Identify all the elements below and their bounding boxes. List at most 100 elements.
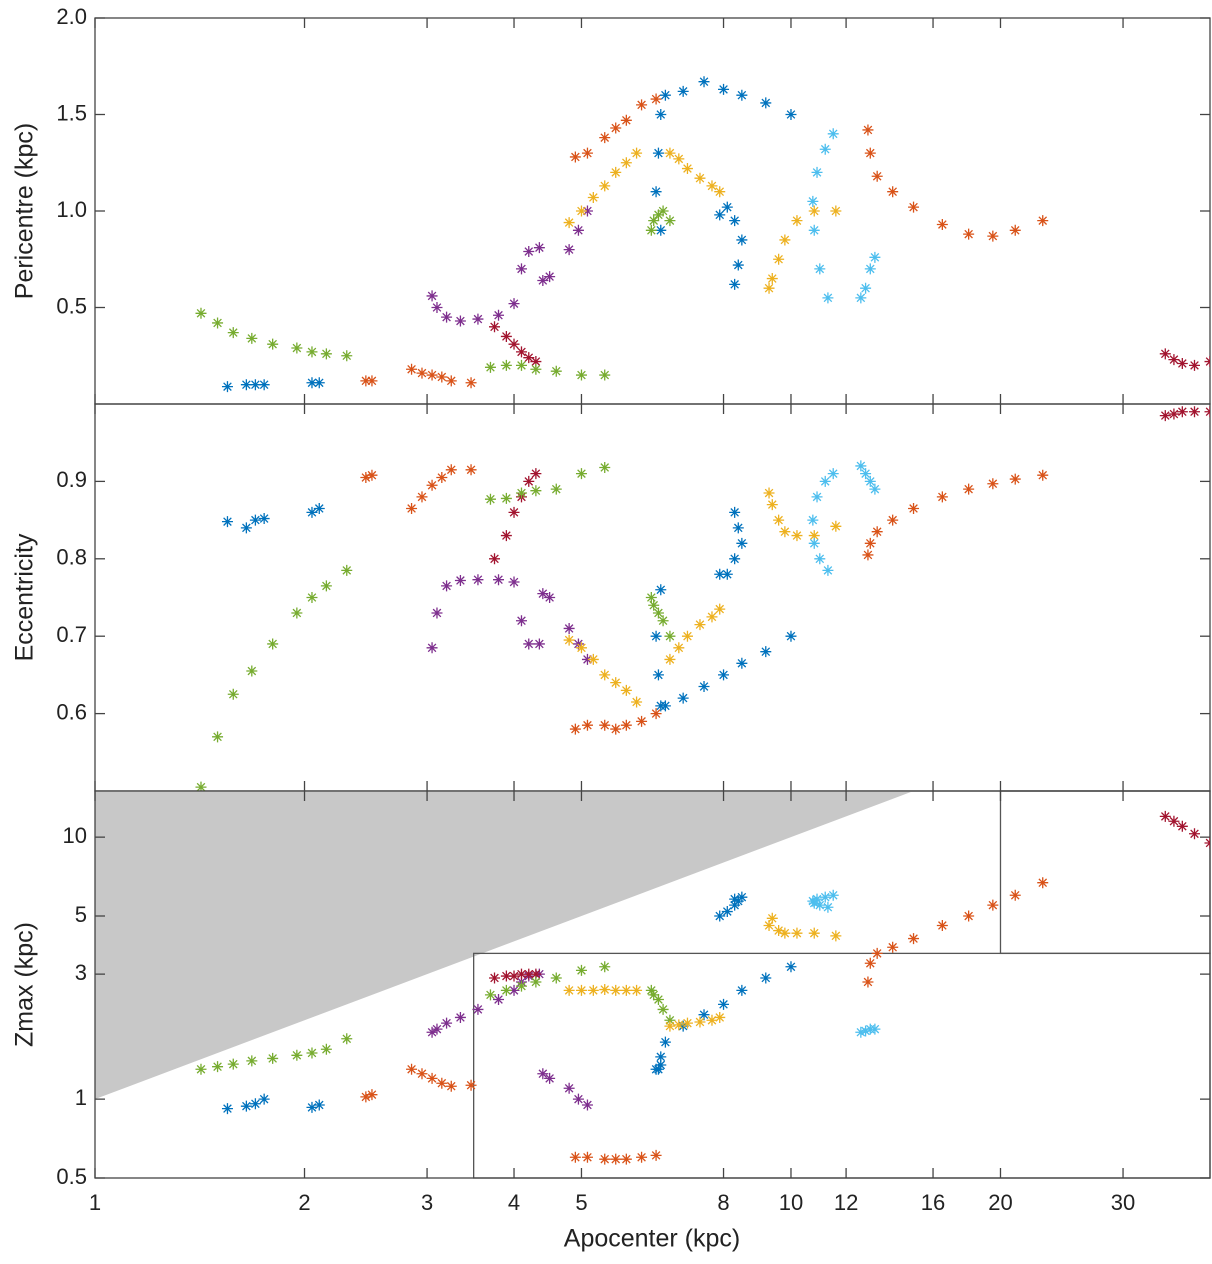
marker	[655, 225, 666, 236]
marker	[828, 128, 839, 139]
marker	[651, 186, 662, 197]
marker	[865, 476, 876, 487]
marker	[865, 538, 876, 549]
marker	[570, 1152, 581, 1163]
marker	[706, 1015, 717, 1026]
marker	[646, 225, 657, 236]
marker	[489, 321, 500, 332]
marker	[1160, 348, 1171, 359]
marker	[416, 491, 427, 502]
marker	[564, 244, 575, 255]
marker	[987, 900, 998, 911]
y-tick-label: 1.0	[56, 197, 87, 222]
y-tick-label: 1	[75, 1085, 87, 1110]
marker	[706, 611, 717, 622]
y-tick-label: 0.9	[56, 467, 87, 492]
marker	[427, 1073, 438, 1084]
x-tick-label: 2	[298, 1190, 310, 1215]
marker	[636, 1152, 647, 1163]
y-tick-label: 2.0	[56, 4, 87, 29]
marker	[636, 716, 647, 727]
marker	[718, 669, 729, 680]
marker	[523, 638, 534, 649]
marker	[699, 76, 710, 87]
marker	[485, 362, 496, 373]
marker	[631, 696, 642, 707]
marker	[291, 607, 302, 618]
marker	[610, 167, 621, 178]
marker	[212, 1061, 223, 1072]
marker	[551, 366, 562, 377]
marker	[869, 484, 880, 495]
marker	[599, 961, 610, 972]
marker	[767, 273, 778, 284]
marker	[872, 171, 883, 182]
marker	[341, 565, 352, 576]
marker	[291, 1050, 302, 1061]
marker	[509, 507, 520, 518]
marker	[446, 464, 457, 475]
marker	[306, 1047, 317, 1058]
marker	[694, 173, 705, 184]
marker	[610, 724, 621, 735]
marker	[673, 1019, 684, 1030]
marker	[791, 928, 802, 939]
marker	[1160, 410, 1171, 421]
marker	[773, 254, 784, 265]
marker	[588, 192, 599, 203]
marker	[509, 298, 520, 309]
marker	[1189, 406, 1200, 417]
marker	[416, 1068, 427, 1079]
y-tick-label: 0.5	[56, 1164, 87, 1189]
marker	[427, 290, 438, 301]
marker	[779, 928, 790, 939]
marker	[655, 584, 666, 595]
marker	[807, 515, 818, 526]
marker	[267, 339, 278, 350]
marker	[621, 1154, 632, 1165]
marker	[466, 1080, 477, 1091]
marker	[431, 1024, 442, 1035]
marker	[814, 263, 825, 274]
axes-frame	[95, 18, 1210, 404]
marker	[658, 1004, 669, 1015]
marker	[908, 933, 919, 944]
marker	[860, 283, 871, 294]
marker	[660, 90, 671, 101]
marker	[987, 231, 998, 242]
marker	[648, 600, 659, 611]
marker	[760, 97, 771, 108]
marker	[814, 553, 825, 564]
marker	[493, 574, 504, 585]
marker	[908, 503, 919, 514]
markers	[195, 406, 1212, 792]
marker	[501, 530, 512, 541]
marker	[767, 499, 778, 510]
marker	[764, 488, 775, 499]
marker	[722, 906, 733, 917]
marker	[773, 515, 784, 526]
marker	[436, 371, 447, 382]
marker	[887, 515, 898, 526]
marker	[1205, 837, 1212, 848]
marker	[250, 515, 261, 526]
marker	[865, 148, 876, 159]
marker	[860, 468, 871, 479]
x-tick-label: 8	[717, 1190, 729, 1215]
marker	[1037, 215, 1048, 226]
marker	[785, 109, 796, 120]
marker	[682, 163, 693, 174]
marker	[599, 720, 610, 731]
marker	[1205, 356, 1212, 367]
marker	[416, 368, 427, 379]
marker	[736, 658, 747, 669]
marker	[246, 666, 257, 677]
marker	[366, 470, 377, 481]
marker	[729, 553, 740, 564]
marker	[660, 700, 671, 711]
marker	[653, 994, 664, 1005]
marker	[267, 638, 278, 649]
marker	[314, 1099, 325, 1110]
marker	[341, 1033, 352, 1044]
marker	[222, 381, 233, 392]
